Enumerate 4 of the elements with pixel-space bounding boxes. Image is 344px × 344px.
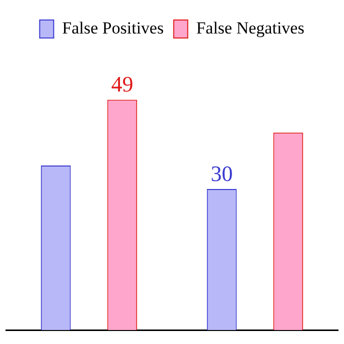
data-label: 49: [111, 71, 134, 96]
legend-label: False Negatives: [196, 18, 304, 38]
data-label: 30: [210, 160, 233, 186]
legend-label: False Positives: [62, 18, 164, 38]
